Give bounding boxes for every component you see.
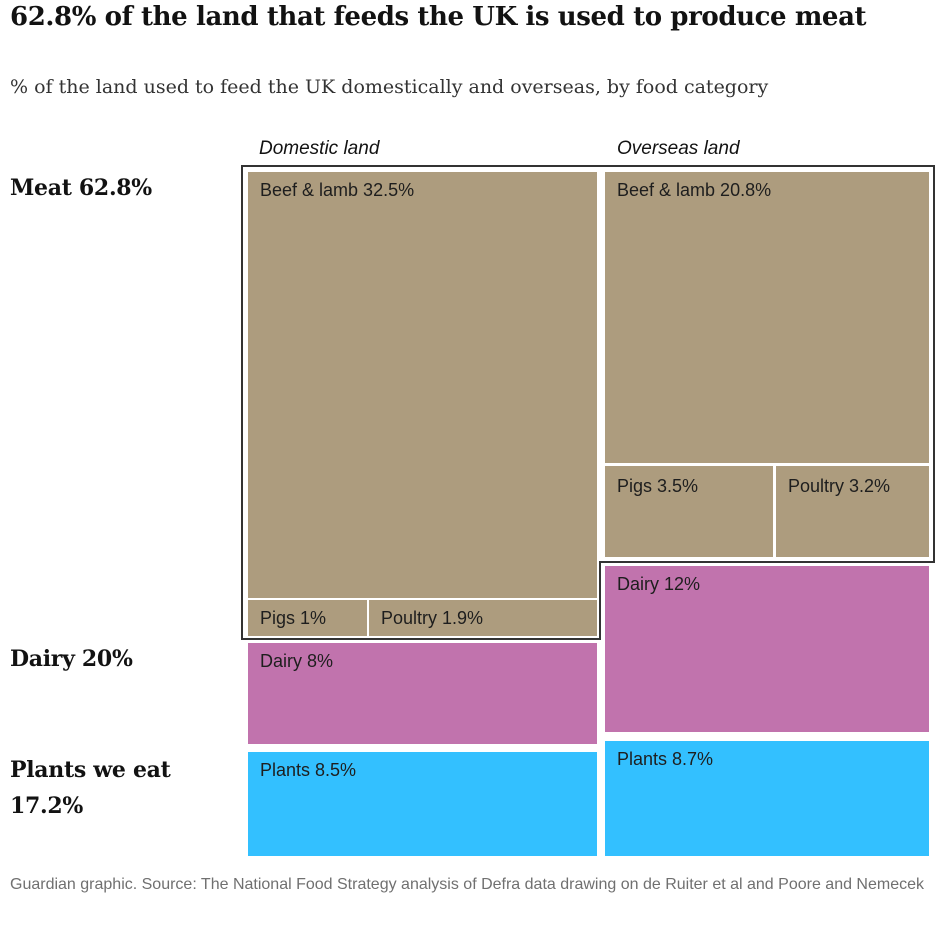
chart-subtitle: % of the land used to feed the UK domest…	[10, 76, 769, 98]
tile-label: Beef & lamb 32.5%	[260, 180, 415, 200]
column-header-domestic: Domestic land	[259, 138, 380, 159]
tile-label: Pigs 1%	[260, 608, 327, 628]
tile-label: Beef & lamb 20.8%	[617, 180, 772, 200]
column-header-overseas: Overseas land	[617, 138, 740, 159]
tile-domestic-dairy: Dairy 8%	[248, 643, 597, 744]
tile-domestic-beef-lamb: Beef & lamb 32.5%	[248, 172, 597, 598]
tile-label: Dairy 12%	[617, 574, 701, 594]
tile-label: Plants 8.7%	[617, 749, 714, 769]
tile-domestic-pigs: Pigs 1%	[248, 600, 367, 636]
tile-domestic-poultry: Poultry 1.9%	[369, 600, 597, 636]
group-label-meat: Meat 62.8%	[10, 175, 152, 201]
tile-overseas-beef-lamb: Beef & lamb 20.8%	[605, 172, 929, 463]
tile-overseas-poultry: Poultry 3.2%	[776, 466, 929, 557]
source-note: Guardian graphic. Source: The National F…	[10, 876, 925, 893]
tile-label: Pigs 3.5%	[617, 476, 699, 496]
tile-label: Poultry 1.9%	[381, 608, 484, 628]
meat-outline-path	[241, 165, 935, 640]
chart-title: 62.8% of the land that feeds the UK is u…	[10, 2, 867, 32]
tile-label: Dairy 8%	[260, 651, 334, 671]
tile-label: Poultry 3.2%	[788, 476, 891, 496]
tile-domestic-plants: Plants 8.5%	[248, 752, 597, 856]
tile-overseas-dairy: Dairy 12%	[605, 566, 929, 732]
tile-overseas-plants: Plants 8.7%	[605, 741, 929, 856]
group-label-dairy: Dairy 20%	[10, 646, 133, 672]
group-label-plants: Plants we eat 17.2%	[10, 757, 171, 819]
tile-overseas-pigs: Pigs 3.5%	[605, 466, 773, 557]
tile-label: Plants 8.5%	[260, 760, 357, 780]
